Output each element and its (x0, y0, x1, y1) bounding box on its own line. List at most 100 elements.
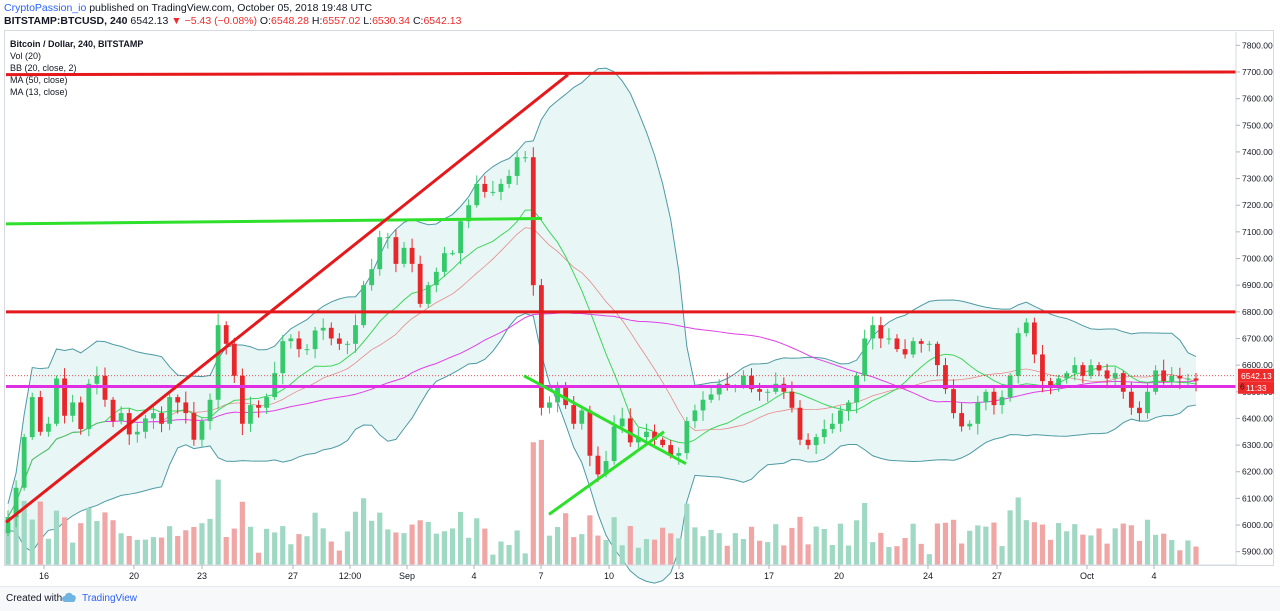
close-value: 6542.13 (423, 15, 462, 27)
volume-bar (1015, 497, 1021, 565)
volume-bar (546, 535, 553, 565)
candle (1104, 370, 1110, 379)
candle (13, 487, 19, 518)
candle (1112, 373, 1118, 379)
volume-bar (352, 511, 359, 565)
candle (466, 205, 472, 222)
volume-bar (5, 529, 11, 565)
legend-vol[interactable]: Vol (20) (10, 51, 42, 61)
volume-bar (668, 533, 674, 565)
volume-bar (967, 530, 973, 565)
volume-bar (377, 512, 383, 565)
chart-legend: Bitcoin / Dollar, 240, BITSTAMP Vol (20)… (10, 38, 143, 98)
candle (579, 410, 585, 424)
volume-bar (1152, 534, 1159, 565)
price-tick-label: 7700.00 (1242, 67, 1273, 77)
price-chart[interactable]: 5900.00 6000.00 6100.00 6200.00 6300.00 6400.… (0, 0, 1280, 586)
candle (1137, 407, 1142, 414)
candle (700, 399, 706, 411)
candle (328, 327, 334, 339)
volume-bar (740, 539, 747, 565)
bollinger-bands (7, 67, 1197, 584)
volume-bar (579, 534, 585, 565)
price-tick-label: 6800.00 (1242, 307, 1273, 317)
candle (660, 439, 666, 446)
volume-bar (433, 533, 439, 565)
candle (231, 343, 237, 376)
volume-bar (78, 523, 84, 565)
volume-bar (983, 526, 989, 565)
open-value: 6548.28 (271, 15, 309, 27)
candle (603, 461, 609, 475)
price-tick-label: 6200.00 (1242, 467, 1273, 477)
candle (1128, 391, 1134, 408)
candle (433, 271, 439, 286)
candle (361, 285, 366, 326)
volume-bar (1120, 523, 1126, 565)
candle (29, 397, 35, 438)
volume-bar (1039, 524, 1046, 565)
candle (789, 391, 795, 408)
candle (37, 397, 43, 432)
bb-fill (8, 68, 1196, 584)
volume-bar (457, 511, 464, 565)
volume-bar (692, 527, 698, 565)
volume-bar (862, 503, 868, 565)
volume-bar (142, 539, 148, 565)
volume-bar (1007, 510, 1013, 565)
candle (1023, 322, 1029, 334)
candle (1161, 370, 1167, 382)
volume-bar (409, 524, 415, 565)
volume-bar (449, 528, 456, 565)
candle (765, 391, 771, 393)
candle (846, 402, 851, 411)
candle (635, 437, 641, 443)
legend-ma50[interactable]: MA (50, close) (10, 75, 68, 85)
author-link[interactable]: CryptoPassion_io (4, 2, 87, 14)
legend-ma13[interactable]: MA (13, close) (10, 87, 68, 97)
volume-bar (942, 522, 949, 565)
tradingview-link[interactable]: TradingView (82, 593, 138, 604)
candle (684, 421, 690, 454)
candle (611, 426, 617, 462)
candle (797, 407, 803, 440)
volume-bar (587, 515, 593, 565)
volume-bar (716, 533, 722, 565)
candle (1048, 381, 1053, 387)
price-tick-label: 7100.00 (1242, 227, 1273, 237)
volume-bar (61, 517, 68, 565)
volume-bar (1096, 528, 1102, 565)
volume-bar (1193, 546, 1199, 565)
candle (78, 402, 84, 430)
candle (910, 341, 916, 355)
volume-bar (328, 541, 334, 565)
volume-bar (134, 539, 140, 565)
candle (870, 325, 876, 339)
volume-bars (5, 439, 1199, 565)
time-tick-label: 4 (1151, 571, 1156, 581)
candle (668, 445, 674, 456)
bb-upper (7, 67, 1197, 504)
publish-info: published on TradingView.com, October 05… (86, 2, 373, 14)
candle (474, 183, 480, 206)
volume-bar (13, 506, 19, 565)
volume-bar (829, 544, 835, 565)
candle (886, 338, 892, 340)
price-tick-label: 7300.00 (1242, 174, 1273, 184)
candles (5, 147, 1199, 536)
volume-bar (304, 536, 310, 565)
volume-bar (1072, 524, 1078, 565)
volume-bar (934, 523, 940, 565)
legend-bb[interactable]: BB (20, close, 2) (10, 63, 77, 73)
volume-bar (870, 542, 876, 565)
volume-bar (1144, 519, 1151, 565)
volume-bar (86, 507, 92, 565)
candle (1031, 322, 1037, 355)
created-with: Created with (6, 593, 63, 604)
candle (1080, 365, 1086, 376)
candle (1064, 373, 1070, 379)
candle (1040, 354, 1045, 382)
candle (999, 397, 1005, 406)
candle (94, 375, 100, 384)
volume-bar (651, 539, 658, 565)
